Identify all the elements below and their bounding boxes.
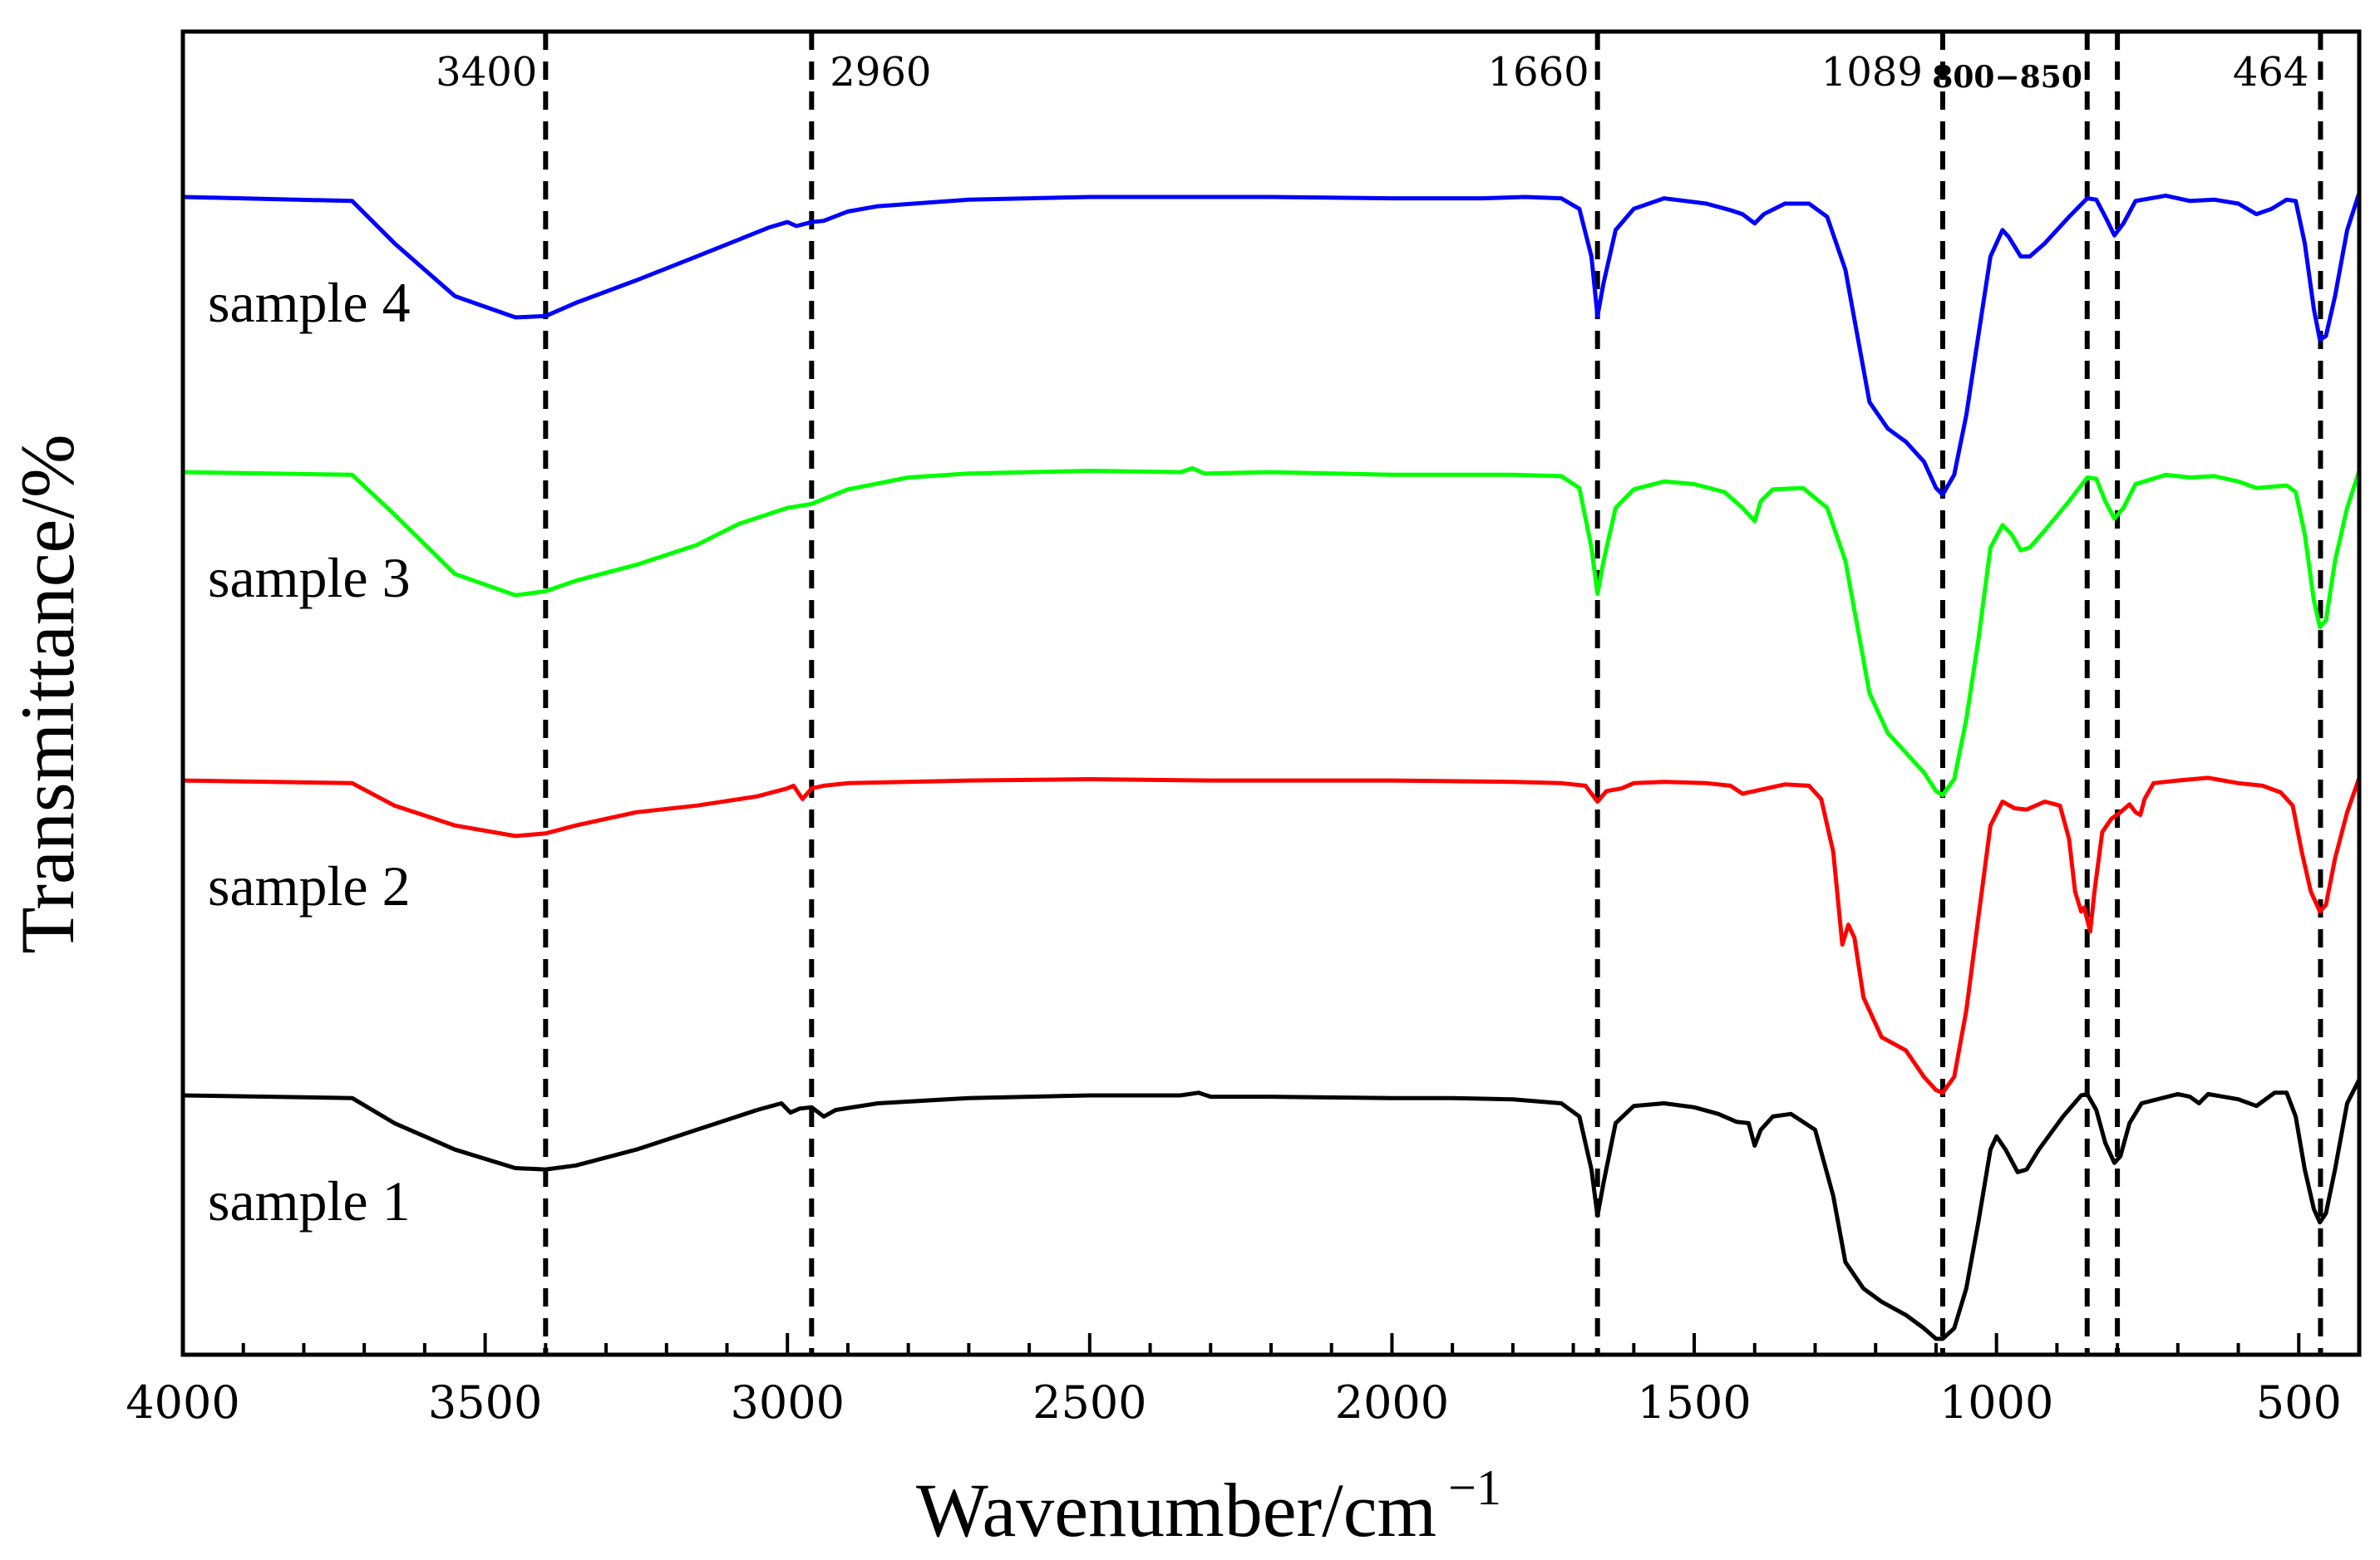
series-label-sample-4: sample 4	[208, 271, 411, 334]
series-line-sample-2	[180, 775, 2362, 1095]
x-tick-label-2500: 2500	[1032, 1376, 1146, 1429]
x-tick-label-500: 500	[2256, 1376, 2342, 1429]
text-labels: 3400 2960 1660 1089 800−850 464 sample 4 sample…	[126, 49, 2342, 1429]
x-axis-ticks	[181, 1333, 2361, 1355]
x-axis-title-superscript: −1	[1448, 1460, 1501, 1515]
reference-label-464: 464	[2233, 49, 2309, 96]
x-tick-label-2000: 2000	[1335, 1376, 1449, 1429]
x-axis-title-text: Wavenumber/cm	[916, 1468, 1436, 1553]
reference-label-800−850: 800−850	[1932, 60, 2082, 95]
series-line-sample-1	[180, 1077, 2362, 1341]
reference-label-1660: 1660	[1488, 49, 1589, 96]
reference-label-2960: 2960	[830, 49, 931, 96]
reference-label-3400: 3400	[436, 49, 537, 96]
x-tick-label-3500: 3500	[428, 1376, 542, 1429]
series-label-sample-2: sample 2	[208, 854, 411, 918]
x-tick-label-4000: 4000	[126, 1376, 239, 1429]
y-axis-title: Transmittance/%	[5, 434, 90, 953]
x-tick-label-1500: 1500	[1637, 1376, 1751, 1429]
reference-label-1089: 1089	[1821, 49, 1923, 96]
x-tick-label-1000: 1000	[1939, 1376, 2053, 1429]
x-axis-title: Wavenumber/cm −1	[916, 1460, 1501, 1553]
series-line-sample-3	[180, 465, 2362, 798]
series-lines	[180, 190, 2362, 1341]
x-tick-label-3000: 3000	[731, 1376, 845, 1429]
series-line-sample-4	[180, 190, 2362, 497]
series-label-sample-3: sample 3	[208, 546, 411, 609]
reference-lines	[543, 32, 2323, 1355]
series-label-sample-1: sample 1	[208, 1169, 411, 1233]
